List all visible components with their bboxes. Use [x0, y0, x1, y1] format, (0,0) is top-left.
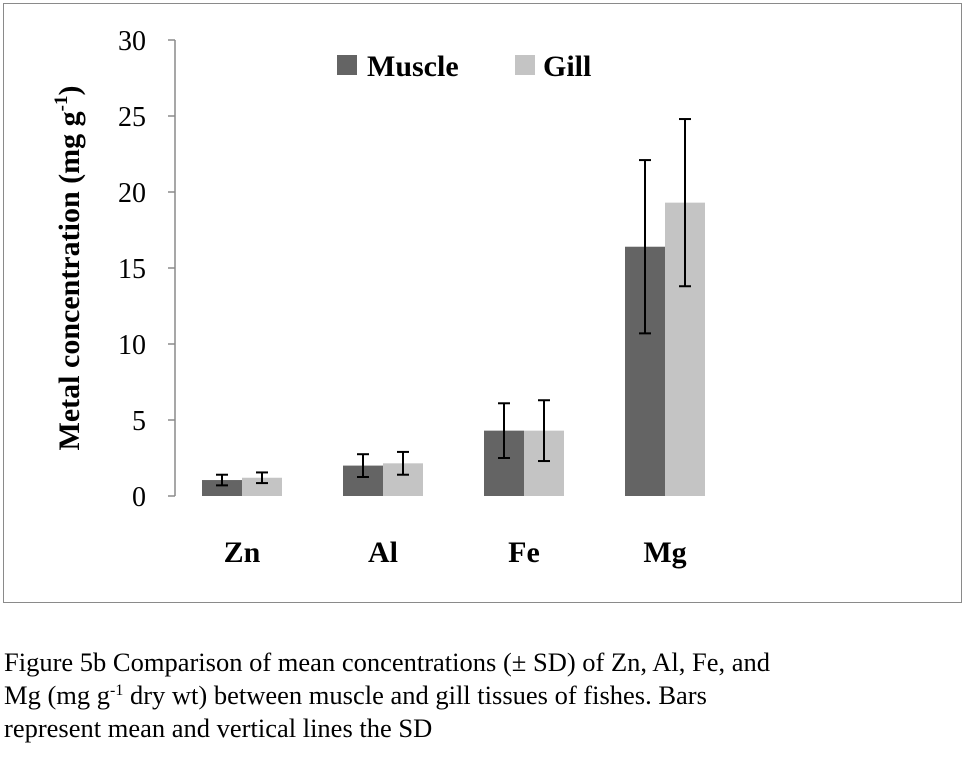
y-tick-label: 25: [118, 102, 146, 133]
caption-line-2-sup: -1: [110, 682, 124, 699]
caption-line-1: Figure 5b Comparison of mean concentrati…: [4, 647, 770, 677]
caption-line-2-start: Mg (mg g: [4, 680, 110, 710]
y-tick-label: 30: [118, 26, 146, 57]
figure-caption: Figure 5b Comparison of mean concentrati…: [4, 646, 966, 745]
x-category-label: Fe: [508, 536, 540, 569]
bar-chart: Metal concentration (mg g-1) 0 5 10 15 20 25 3…: [51, 26, 705, 569]
y-tick-label: 5: [132, 406, 146, 437]
y-tick-label: 20: [118, 178, 146, 209]
legend-swatch-muscle: [337, 55, 357, 75]
legend-swatch-gill: [515, 55, 535, 75]
caption-line-2-end: dry wt) between muscle and gill tissues …: [123, 680, 707, 710]
chart-frame: [3, 3, 962, 603]
svg-text:Metal concentration (mg g-1): Metal concentration (mg g-1): [51, 86, 86, 451]
x-category-label: Zn: [224, 536, 261, 569]
y-axis-title-text: Metal concentration (mg g: [53, 111, 86, 450]
y-tick-label: 10: [118, 330, 146, 361]
y-tick-label: 15: [118, 254, 146, 285]
caption-line-2: Mg (mg g-1 dry wt) between muscle and gi…: [4, 679, 966, 712]
y-tick-label: 0: [132, 482, 146, 513]
y-axis-title: Metal concentration (mg g-1): [51, 86, 86, 451]
x-category-label: Al: [368, 536, 398, 569]
legend-label-muscle: Muscle: [367, 50, 459, 83]
caption-line-3: represent mean and vertical lines the SD: [4, 713, 433, 743]
bar-gill: [242, 477, 282, 496]
legend-label-gill: Gill: [543, 50, 591, 83]
y-axis-title-sup: -1: [51, 96, 72, 112]
bar-muscle: [202, 480, 242, 496]
x-category-label: Mg: [643, 536, 686, 569]
y-axis-title-end: ): [53, 86, 86, 96]
